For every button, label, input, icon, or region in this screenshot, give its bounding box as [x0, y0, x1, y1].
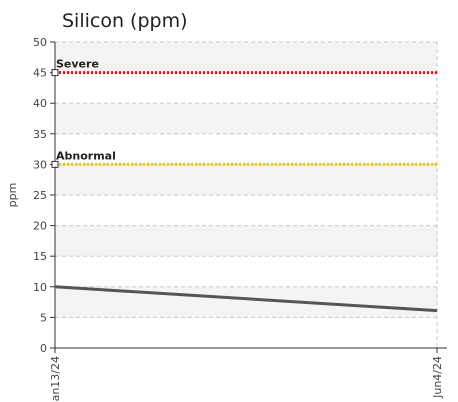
grid-band — [55, 164, 437, 195]
threshold-marker — [51, 160, 59, 168]
y-tick-label: 40 — [33, 97, 47, 110]
y-axis-label: ppm — [6, 183, 19, 208]
grid-band — [55, 103, 437, 134]
grid-band — [55, 42, 437, 73]
x-tick-label: an13/24 — [49, 356, 62, 401]
y-tick-label: 45 — [33, 67, 47, 80]
series-line — [54, 285, 438, 313]
y-tick-label: 50 — [33, 36, 47, 49]
y-tick-label: 10 — [33, 281, 47, 294]
y-tick-label: 25 — [33, 189, 47, 202]
y-tick-label: 5 — [40, 311, 47, 324]
threshold-label: Severe — [56, 58, 99, 71]
grid-band — [55, 225, 437, 257]
y-tick-label: 35 — [33, 128, 47, 141]
y-tick-label: 20 — [33, 220, 47, 233]
y-tick-label: 15 — [33, 250, 47, 263]
threshold-marker — [51, 69, 59, 77]
x-tick-label: Jun4/24 — [431, 356, 444, 399]
threshold-label: Abnormal — [56, 149, 116, 162]
y-tick-label: 0 — [40, 342, 47, 355]
chart-title: Silicon (ppm) — [62, 10, 188, 32]
y-tick-label: 30 — [33, 158, 47, 171]
